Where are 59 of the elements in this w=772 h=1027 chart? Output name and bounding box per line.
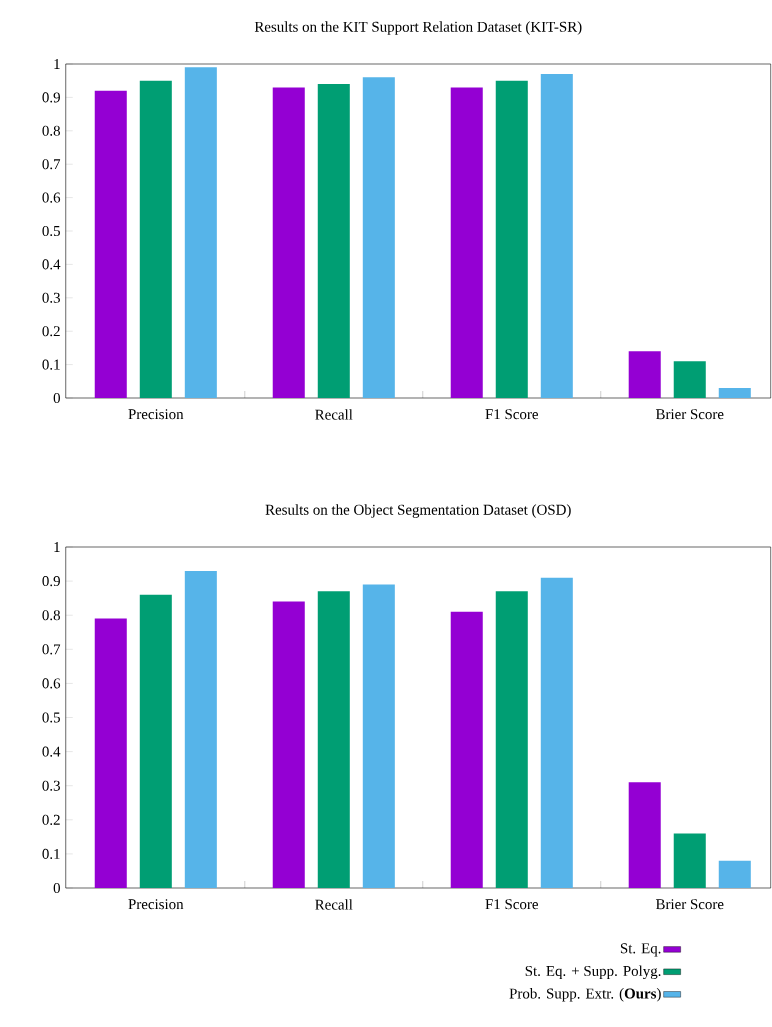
y-tick-label: 0.8 <box>42 125 61 136</box>
bar <box>362 77 395 398</box>
bar <box>139 80 172 398</box>
y-tick-label: 0.5 <box>42 225 61 237</box>
bar <box>450 611 483 889</box>
y-tick-label: 0.9 <box>42 576 61 587</box>
chart-title: Results on the KIT Support Relation Dataset (KIT-SR) <box>254 21 582 35</box>
x-tick-label: F1 Score <box>485 899 539 910</box>
bar <box>317 591 350 889</box>
bar <box>272 87 305 398</box>
legend-label: Prob. Supp. Extr. (Ours) <box>509 988 661 1002</box>
x-tick-label: Brier Score <box>656 899 724 910</box>
bar <box>628 782 661 889</box>
bar <box>495 591 528 889</box>
y-tick-label: 0 <box>53 392 61 404</box>
y-tick-label: 0.7 <box>42 159 61 170</box>
y-tick-label: 0.2 <box>42 326 60 337</box>
x-tick-label: Precision <box>128 409 184 420</box>
y-tick-label: 0.3 <box>42 292 61 303</box>
bar <box>272 601 305 889</box>
x-tick-label: Precision <box>128 899 184 910</box>
bar <box>184 570 217 889</box>
y-tick-label: 0.7 <box>42 644 61 655</box>
y-tick-label: 0.9 <box>42 92 61 103</box>
bar <box>94 618 127 889</box>
bar <box>673 833 706 889</box>
y-tick-label: 0.1 <box>42 359 60 370</box>
bar <box>450 87 483 398</box>
y-tick-label: 0.3 <box>42 780 61 791</box>
chart-title: Results on the Object Segmentation Dataset (OSD) <box>265 504 571 518</box>
y-tick-label: 0.8 <box>42 610 61 621</box>
bar <box>94 90 127 398</box>
bar <box>184 67 217 398</box>
bar <box>540 577 573 889</box>
y-tick-label: 0.6 <box>42 678 61 689</box>
legend-label: St. Eq. <box>621 943 661 957</box>
bar <box>718 387 751 398</box>
x-tick-label: Brier Score <box>656 409 724 420</box>
bar <box>495 80 528 398</box>
x-tick-label: F1 Score <box>485 409 539 420</box>
x-tick-label: Recall <box>315 899 353 910</box>
bar <box>718 860 751 889</box>
bar <box>540 74 573 398</box>
y-tick-label: 1 <box>54 542 60 552</box>
y-tick-label: 0.1 <box>42 848 60 859</box>
y-tick-label: 0.2 <box>42 814 60 825</box>
bar <box>362 584 395 889</box>
bar <box>673 361 706 398</box>
y-tick-label: 0 <box>53 882 61 894</box>
bar <box>139 594 172 889</box>
bar <box>317 84 350 398</box>
y-tick-label: 0.4 <box>42 746 61 757</box>
x-tick-label: Recall <box>315 409 353 420</box>
y-tick-label: 0.5 <box>42 712 61 723</box>
y-tick-label: 1 <box>54 59 60 69</box>
legend-label: St. Eq. + Supp. Polyg. <box>525 965 661 980</box>
y-tick-label: 0.4 <box>42 259 61 270</box>
bar <box>628 351 661 398</box>
y-tick-label: 0.6 <box>42 192 61 203</box>
